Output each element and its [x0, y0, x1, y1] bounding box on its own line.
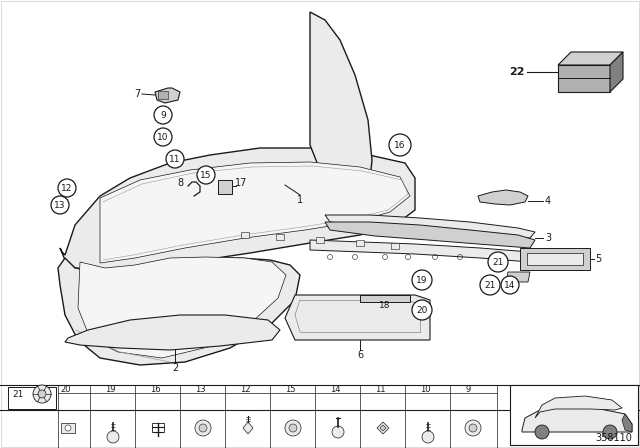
Text: 10: 10	[157, 133, 169, 142]
Circle shape	[33, 385, 51, 403]
Circle shape	[480, 275, 500, 295]
Text: 1: 1	[297, 195, 303, 205]
Polygon shape	[506, 272, 530, 282]
Text: 14: 14	[330, 384, 340, 393]
Bar	[8, 387, 56, 409]
Text: 13: 13	[54, 201, 66, 210]
Text: 16: 16	[394, 141, 406, 150]
Polygon shape	[478, 190, 528, 205]
Polygon shape	[360, 295, 410, 302]
Text: 10: 10	[420, 384, 431, 393]
Circle shape	[58, 179, 76, 197]
Bar	[276, 234, 284, 240]
Circle shape	[389, 134, 411, 156]
Circle shape	[107, 431, 119, 443]
Bar	[241, 232, 249, 238]
Circle shape	[166, 150, 184, 168]
Text: 4: 4	[545, 196, 551, 206]
Circle shape	[412, 270, 432, 290]
Circle shape	[501, 276, 519, 294]
Text: 21: 21	[484, 280, 496, 289]
Circle shape	[154, 128, 172, 146]
Circle shape	[469, 424, 477, 432]
Polygon shape	[58, 258, 300, 365]
Text: 6: 6	[357, 350, 363, 360]
Circle shape	[332, 426, 344, 438]
Circle shape	[197, 166, 215, 184]
Bar	[356, 240, 364, 246]
Polygon shape	[610, 52, 623, 92]
Polygon shape	[100, 162, 410, 263]
Polygon shape	[377, 422, 389, 434]
Text: 9: 9	[160, 111, 166, 120]
Bar	[316, 237, 324, 243]
Polygon shape	[60, 148, 415, 270]
Polygon shape	[243, 422, 253, 434]
Polygon shape	[558, 52, 623, 65]
Polygon shape	[78, 257, 286, 358]
Polygon shape	[325, 222, 535, 248]
Circle shape	[535, 425, 549, 439]
Circle shape	[195, 420, 211, 436]
Text: 14: 14	[504, 280, 516, 289]
Text: 17: 17	[235, 178, 248, 188]
Text: 20: 20	[416, 306, 428, 314]
Polygon shape	[285, 295, 430, 340]
Text: 5: 5	[595, 254, 601, 264]
Text: 20: 20	[60, 384, 70, 393]
Polygon shape	[622, 414, 632, 432]
Polygon shape	[65, 315, 280, 350]
Text: 12: 12	[240, 384, 250, 393]
Text: 11: 11	[169, 155, 180, 164]
Polygon shape	[522, 408, 632, 432]
Text: 21: 21	[492, 258, 504, 267]
Polygon shape	[155, 88, 180, 103]
Circle shape	[154, 106, 172, 124]
Polygon shape	[310, 12, 372, 190]
Text: 7: 7	[134, 89, 140, 99]
Polygon shape	[527, 253, 583, 265]
Circle shape	[412, 300, 432, 320]
Text: 3: 3	[545, 233, 551, 243]
Text: 21: 21	[12, 389, 24, 399]
Text: 18: 18	[380, 301, 391, 310]
Bar	[158, 91, 168, 99]
Text: 8: 8	[177, 178, 183, 188]
Circle shape	[38, 390, 46, 398]
Polygon shape	[218, 180, 232, 194]
Bar	[510, 385, 638, 445]
Text: 19: 19	[105, 384, 115, 393]
Text: 11: 11	[375, 384, 385, 393]
Text: 2: 2	[172, 363, 178, 373]
Polygon shape	[535, 396, 622, 418]
Circle shape	[603, 425, 617, 439]
Text: 15: 15	[285, 384, 296, 393]
Circle shape	[199, 424, 207, 432]
Text: 358110: 358110	[595, 433, 632, 443]
Text: 12: 12	[61, 184, 73, 193]
Text: 22: 22	[509, 67, 525, 77]
Polygon shape	[310, 240, 530, 262]
Bar	[391, 243, 399, 249]
Circle shape	[488, 252, 508, 272]
Text: 16: 16	[150, 384, 161, 393]
Circle shape	[465, 420, 481, 436]
Text: 9: 9	[465, 384, 470, 393]
Polygon shape	[380, 425, 386, 431]
Circle shape	[285, 420, 301, 436]
Circle shape	[65, 425, 71, 431]
Text: 15: 15	[200, 171, 212, 180]
Polygon shape	[558, 65, 610, 92]
Polygon shape	[325, 215, 535, 238]
Circle shape	[289, 424, 297, 432]
Bar	[61, 423, 75, 433]
Text: 19: 19	[416, 276, 428, 284]
Polygon shape	[520, 248, 590, 270]
Circle shape	[51, 196, 69, 214]
Text: 13: 13	[195, 384, 205, 393]
Circle shape	[422, 431, 434, 443]
